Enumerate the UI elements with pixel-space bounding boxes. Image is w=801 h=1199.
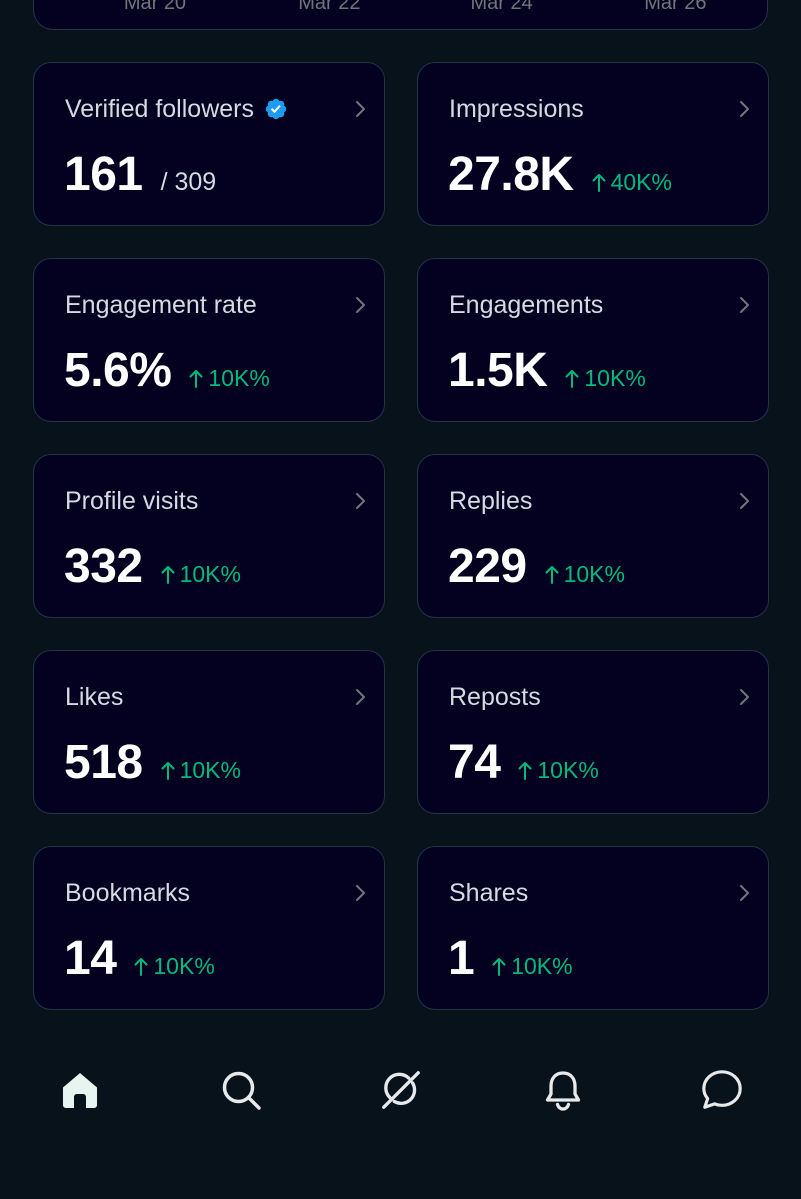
metric-title: Verified followers: [65, 95, 254, 123]
arrow-up-icon: [134, 958, 148, 976]
metric-value: 332: [64, 540, 143, 593]
metric-change-value: 10K%: [153, 953, 215, 979]
metric-change: 10K%: [134, 953, 215, 980]
bell-icon: [545, 1071, 581, 1111]
metric-change: 10K%: [518, 757, 599, 784]
metric-title: Likes: [65, 683, 124, 711]
arrow-up-icon: [189, 370, 203, 388]
arrow-up-icon: [492, 958, 506, 976]
metric-card-verified-followers[interactable]: Verified followers 161 / 309: [33, 62, 385, 226]
metrics-grid: Verified followers 161 / 309 Impressions…: [33, 62, 769, 1010]
metric-change-value: 40K%: [610, 169, 672, 195]
metric-change-value: 10K%: [511, 953, 573, 979]
metric-change-value: 10K%: [179, 561, 241, 587]
metric-change: 10K%: [565, 365, 646, 392]
chart-x-tick: Mar 22: [298, 0, 361, 14]
arrow-up-icon: [518, 762, 532, 780]
metric-card-profile-visits[interactable]: Profile visits 332 10K%: [33, 454, 385, 618]
chevron-right-icon: [356, 493, 365, 509]
metric-card-engagement-rate[interactable]: Engagement rate 5.6% 10K%: [33, 258, 385, 422]
metric-title: Bookmarks: [65, 879, 191, 907]
metric-change-value: 10K%: [537, 757, 599, 783]
chevron-right-icon: [356, 297, 365, 313]
metric-title: Engagements: [449, 291, 604, 319]
metric-value: 14: [64, 932, 117, 985]
metric-value: 161: [64, 148, 143, 201]
arrow-up-icon: [592, 174, 606, 192]
metric-change-value: 10K%: [584, 365, 646, 391]
metric-value: 229: [448, 540, 527, 593]
metric-change-value: 10K%: [208, 365, 270, 391]
metric-change: 40K%: [592, 169, 672, 196]
chevron-right-icon: [356, 689, 365, 705]
grok-icon: [382, 1071, 420, 1109]
metric-card-likes[interactable]: Likes 518 10K%: [33, 650, 385, 814]
metric-title: Shares: [449, 879, 529, 907]
chart-x-tick: Mar 20: [123, 0, 187, 14]
chevron-right-icon: [356, 885, 365, 901]
bottom-nav: [0, 1050, 801, 1130]
home-icon: [63, 1073, 97, 1108]
impressions-chart-card: Mar 20 Mar 22 Mar 24 Mar 26: [33, 0, 768, 30]
message-icon: [702, 1070, 742, 1109]
nav-search[interactable]: [219, 1068, 263, 1112]
chevron-right-icon: [740, 101, 749, 117]
metric-change: 10K%: [492, 953, 573, 980]
metric-value: 27.8K: [448, 148, 574, 201]
metric-title: Replies: [449, 487, 533, 515]
chevron-right-icon: [356, 101, 365, 117]
nav-home[interactable]: [58, 1068, 102, 1112]
arrow-up-icon: [161, 566, 175, 584]
chevron-right-icon: [740, 885, 749, 901]
metric-title: Reposts: [449, 683, 541, 711]
metric-change: 10K%: [161, 757, 241, 784]
chart-x-tick: Mar 26: [644, 0, 707, 14]
chart-x-axis: Mar 20 Mar 22 Mar 24 Mar 26: [34, 0, 767, 13]
chevron-right-icon: [740, 493, 749, 509]
chevron-right-icon: [740, 297, 749, 313]
metric-value: 1.5K: [448, 344, 548, 397]
metric-card-shares[interactable]: Shares 1 10K%: [417, 846, 769, 1010]
nav-messages[interactable]: [700, 1068, 744, 1112]
arrow-up-icon: [161, 762, 175, 780]
metric-value: 1: [448, 932, 475, 985]
metric-card-bookmarks[interactable]: Bookmarks 14 10K%: [33, 846, 385, 1010]
metric-value: 518: [64, 736, 143, 789]
metric-card-reposts[interactable]: Reposts 74 10K%: [417, 650, 769, 814]
metric-card-engagements[interactable]: Engagements 1.5K 10K%: [417, 258, 769, 422]
metric-change: 10K%: [161, 561, 241, 588]
metric-change: 10K%: [545, 561, 625, 588]
arrow-up-icon: [565, 370, 579, 388]
metric-change-value: 10K%: [179, 757, 241, 783]
metric-denominator: / 309: [160, 168, 217, 196]
verified-badge-icon: [265, 98, 287, 120]
chart-x-tick: Mar 24: [470, 0, 533, 14]
metric-card-impressions[interactable]: Impressions 27.8K 40K%: [417, 62, 769, 226]
metric-title: Engagement rate: [65, 291, 257, 319]
nav-grok[interactable]: [379, 1068, 423, 1112]
nav-notifications[interactable]: [541, 1068, 585, 1112]
metric-title: Profile visits: [65, 487, 199, 515]
metric-value: 74: [448, 736, 501, 789]
chevron-right-icon: [740, 689, 749, 705]
metric-change-value: 10K%: [563, 561, 625, 587]
metric-card-replies[interactable]: Replies 229 10K%: [417, 454, 769, 618]
arrow-up-icon: [545, 566, 559, 584]
metric-title: Impressions: [449, 95, 584, 123]
search-icon: [222, 1071, 261, 1110]
metric-value: 5.6%: [64, 344, 172, 397]
metric-change: 10K%: [189, 365, 270, 392]
